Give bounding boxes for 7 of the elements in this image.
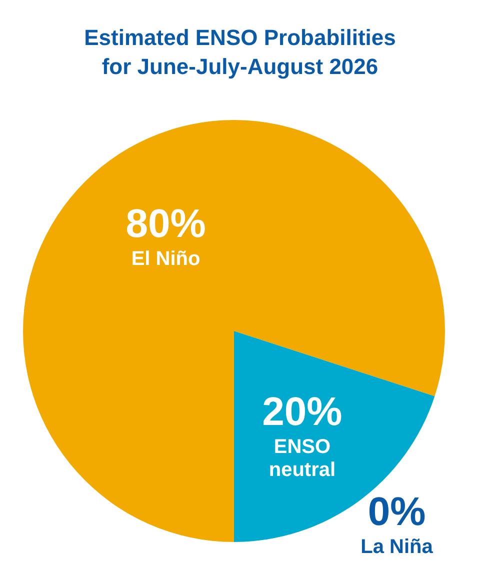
text: 0%	[368, 490, 426, 534]
data-label: 20%	[262, 390, 342, 434]
data-label: 80%	[126, 202, 206, 246]
slice-label: El Niño	[131, 248, 200, 270]
chart-title: Estimated ENSO Probabilities for June-July-August 2026	[84, 25, 396, 79]
category-label: La Niña	[360, 536, 433, 558]
slice-label: ENSO neutral	[268, 436, 336, 481]
